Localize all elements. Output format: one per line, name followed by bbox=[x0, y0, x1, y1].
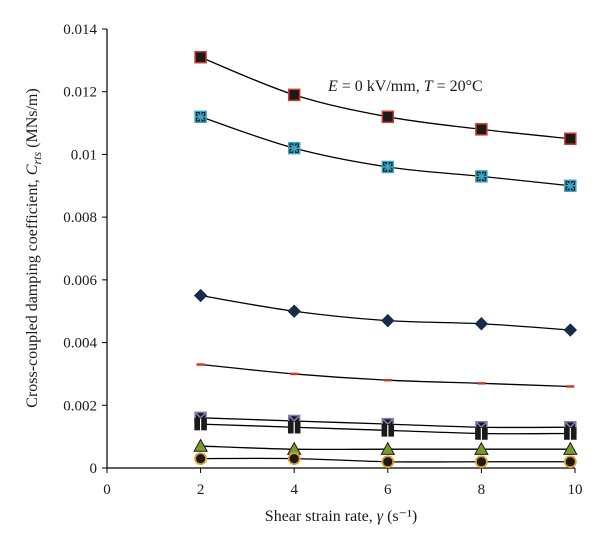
data-point bbox=[474, 455, 488, 469]
data-point bbox=[193, 438, 208, 452]
data-point bbox=[287, 420, 301, 435]
data-point bbox=[381, 424, 395, 438]
x-title-part: γ bbox=[377, 508, 384, 525]
data-point bbox=[287, 88, 301, 102]
annotation-part: = 0 kV/mm, bbox=[338, 78, 424, 95]
annotation-part: T bbox=[424, 78, 434, 95]
data-point bbox=[194, 452, 208, 465]
data-point bbox=[563, 323, 578, 337]
data-point bbox=[475, 123, 488, 136]
data-point bbox=[194, 417, 207, 432]
series-markers bbox=[193, 50, 578, 469]
y-tick-label: 0.006 bbox=[63, 273, 97, 289]
tick-labels: 0 2 4 6 8 10 0 0.002 0.004 0.006 0.008 0.01 0.012 0.0… bbox=[63, 22, 582, 498]
y-tick-label: 0.008 bbox=[63, 210, 97, 226]
data-point bbox=[380, 441, 396, 455]
y-tick-label: 0.014 bbox=[63, 22, 97, 38]
data-point bbox=[194, 110, 207, 124]
data-point bbox=[474, 317, 489, 331]
data-point bbox=[564, 132, 577, 145]
data-point bbox=[475, 427, 488, 442]
y-tick-label: 0.012 bbox=[63, 85, 97, 101]
chart-annotation: E = 0 kV/mm, T = 20°C bbox=[327, 78, 483, 95]
data-point bbox=[474, 441, 489, 455]
x-title-part: Shear strain rate, bbox=[265, 508, 377, 525]
x-tick-label: 8 bbox=[478, 482, 486, 498]
annotation-part: E bbox=[327, 78, 338, 95]
series-line bbox=[200, 56, 571, 140]
data-point bbox=[287, 304, 301, 318]
series-line bbox=[200, 116, 571, 187]
y-title-part: rts bbox=[30, 152, 44, 165]
x-title-part: (s⁻¹) bbox=[383, 508, 417, 525]
y-tick-label: 0.01 bbox=[71, 147, 97, 163]
x-axis-title: Shear strain rate, γ (s⁻¹) bbox=[265, 508, 417, 525]
data-point bbox=[193, 288, 208, 303]
y-tick-label: 0.004 bbox=[63, 336, 97, 352]
ticks bbox=[102, 28, 576, 473]
axes bbox=[106, 29, 575, 469]
series-line bbox=[200, 363, 571, 388]
data-point bbox=[475, 170, 488, 183]
data-point bbox=[287, 141, 301, 155]
x-tick-label: 0 bbox=[103, 482, 111, 498]
data-point bbox=[564, 427, 577, 442]
y-title-part: C bbox=[24, 164, 41, 175]
x-tick-label: 2 bbox=[197, 482, 205, 498]
data-point bbox=[287, 452, 301, 465]
y-title-part: Cross-coupled damping coefficient, bbox=[24, 175, 41, 408]
data-point bbox=[381, 313, 395, 328]
data-point bbox=[564, 179, 577, 193]
data-point bbox=[563, 455, 577, 469]
y-tick-label: 0.002 bbox=[63, 398, 97, 414]
y-title-part: (MNs/m) bbox=[24, 88, 41, 152]
data-point bbox=[194, 50, 207, 64]
data-point bbox=[562, 441, 578, 455]
x-tick-label: 6 bbox=[384, 482, 392, 498]
x-tick-label: 10 bbox=[568, 482, 583, 498]
data-point bbox=[381, 160, 395, 174]
data-point bbox=[381, 455, 395, 469]
data-point bbox=[381, 110, 395, 124]
annotation-part: = 20°C bbox=[433, 78, 483, 95]
y-tick-label: 0 bbox=[90, 461, 98, 477]
y-axis-title: Cross-coupled damping coefficient, Crts … bbox=[24, 88, 44, 407]
x-tick-label: 4 bbox=[290, 482, 298, 498]
